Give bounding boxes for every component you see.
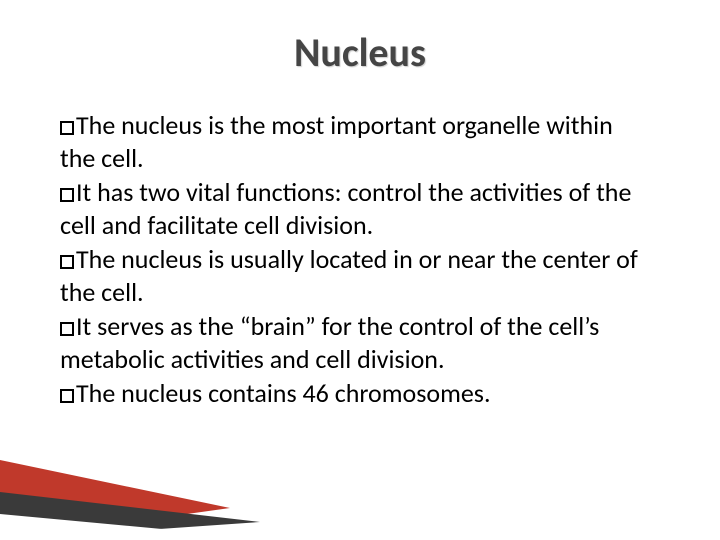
wedge-red: [0, 460, 230, 540]
bullet-item: The nucleus is usually located in or nea…: [60, 243, 648, 308]
square-bullet-icon: [60, 255, 74, 269]
bullet-text: The nucleus contains 46 chromosomes.: [76, 377, 491, 409]
bullet-item: It has two vital functions: control the …: [60, 176, 648, 241]
bullet-text: The nucleus is the most important organe…: [60, 109, 613, 174]
wedge-gray: [0, 492, 260, 540]
wedge-white: [0, 514, 280, 540]
slide-title: Nucleus: [48, 28, 672, 77]
bullet-text: The nucleus is usually located in or nea…: [60, 243, 638, 308]
slide: Nucleus The nucleus is the most importan…: [0, 0, 720, 540]
bullet-item: The nucleus is the most important organe…: [60, 109, 648, 174]
corner-decoration: [0, 460, 280, 540]
bullet-item: It serves as the “brain” for the control…: [60, 310, 648, 375]
square-bullet-icon: [60, 322, 74, 336]
bullet-text: It serves as the “brain” for the control…: [60, 310, 599, 375]
bullet-list: The nucleus is the most important organe…: [48, 109, 672, 410]
square-bullet-icon: [60, 188, 74, 202]
bullet-item: The nucleus contains 46 chromosomes.: [60, 377, 648, 410]
square-bullet-icon: [60, 121, 74, 135]
square-bullet-icon: [60, 389, 74, 403]
bullet-text: It has two vital functions: control the …: [60, 176, 631, 241]
